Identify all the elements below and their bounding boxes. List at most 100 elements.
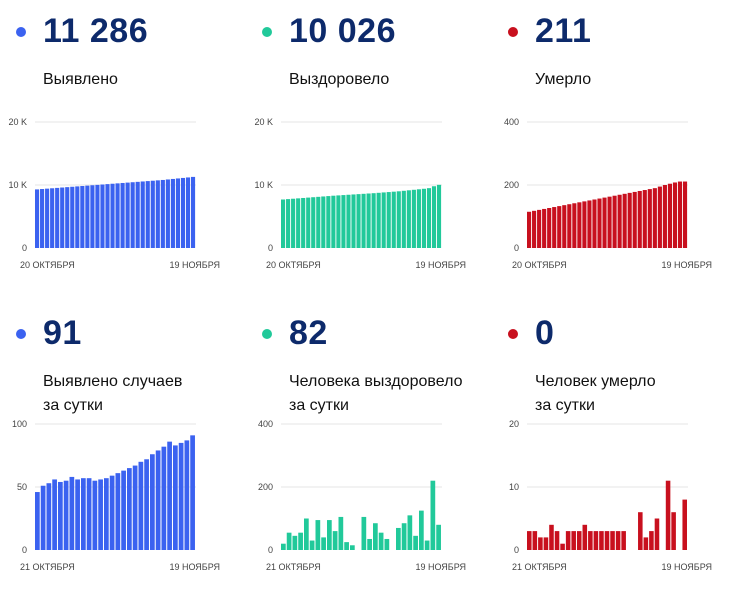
bar xyxy=(572,203,577,248)
y-tick-label: 20 K xyxy=(8,117,27,127)
bar xyxy=(178,442,184,550)
bar xyxy=(549,524,554,550)
bar xyxy=(58,481,63,550)
bar xyxy=(60,187,65,248)
stat-label: Выявлено случаев за сутки xyxy=(43,370,243,418)
legend-dot xyxy=(262,329,272,339)
y-tick-label: 200 xyxy=(258,482,273,492)
bar xyxy=(185,177,191,248)
bar xyxy=(165,179,170,248)
y-tick-label: 0 xyxy=(22,243,27,253)
bar xyxy=(35,492,40,550)
bar xyxy=(647,189,652,248)
bar xyxy=(610,531,615,550)
bar xyxy=(160,179,165,248)
stat-label: Человека выздоровело за сутки xyxy=(289,370,489,418)
bar xyxy=(180,177,186,248)
bar xyxy=(155,180,160,248)
panel-deaths-total: 211 Умерло 0 200 400 20 ОКТЯБРЯ 19 НОЯБРЯ xyxy=(492,0,738,300)
bar xyxy=(378,532,384,550)
y-tick-label: 0 xyxy=(22,545,27,555)
bar xyxy=(562,205,567,248)
x-tick-label-end: 19 НОЯБРЯ xyxy=(169,562,220,572)
bar xyxy=(46,483,52,550)
bar xyxy=(40,189,45,248)
bar xyxy=(75,479,80,550)
bar xyxy=(599,531,604,550)
bar xyxy=(419,510,424,550)
panel-detected-total: 11 286 Выявлено 0 10 K 20 K 20 ОКТЯБРЯ 19 НО… xyxy=(0,0,246,300)
bar xyxy=(161,446,167,550)
bar xyxy=(682,181,688,248)
y-tick-label: 0 xyxy=(268,243,273,253)
bar xyxy=(373,523,378,550)
legend-dot xyxy=(508,329,518,339)
bar xyxy=(138,461,144,550)
bar xyxy=(431,186,437,248)
bar xyxy=(560,543,565,550)
bar xyxy=(115,183,120,248)
bar xyxy=(350,545,355,550)
y-tick-label: 20 K xyxy=(254,117,273,127)
bar xyxy=(654,518,660,550)
bar xyxy=(167,441,172,550)
bar xyxy=(401,190,406,248)
stat-label-line: Человека выздоровело xyxy=(289,373,463,390)
bar xyxy=(577,202,582,248)
bar xyxy=(413,535,418,550)
bar xyxy=(286,532,292,550)
bar xyxy=(327,520,332,550)
y-tick-label: 10 K xyxy=(8,180,27,190)
bar xyxy=(593,531,599,550)
bar xyxy=(304,518,309,550)
bar xyxy=(407,515,413,550)
bar xyxy=(527,211,532,248)
bar xyxy=(190,176,196,248)
y-tick-label: 0 xyxy=(514,243,519,253)
bar xyxy=(316,196,321,248)
bar xyxy=(338,516,344,550)
bar xyxy=(291,198,296,248)
bar xyxy=(426,188,432,248)
stat-label-line: Умерло xyxy=(535,71,592,88)
bar xyxy=(351,194,356,248)
bar xyxy=(367,538,372,550)
stat-value: 0 xyxy=(535,314,555,352)
panel-deaths-daily: 0 Человек умерло за сутки 0 10 20 21 ОКТЯБР… xyxy=(492,302,738,602)
bar xyxy=(436,184,442,248)
bar xyxy=(652,188,657,248)
bar xyxy=(677,181,683,248)
chart-recovered-daily: 0 200 400 21 ОКТЯБРЯ 19 НОЯБРЯ xyxy=(258,419,466,572)
bar xyxy=(75,186,80,248)
bar xyxy=(81,478,86,550)
bar xyxy=(35,189,40,248)
bar xyxy=(662,185,667,248)
bar xyxy=(85,185,90,248)
bar xyxy=(298,532,303,550)
bar xyxy=(135,181,140,248)
x-tick-label-start: 20 ОКТЯБРЯ xyxy=(512,260,567,270)
bar xyxy=(582,524,588,550)
stat-value: 82 xyxy=(289,314,328,352)
bar xyxy=(86,478,92,550)
bar xyxy=(356,194,361,248)
y-tick-label: 20 xyxy=(509,419,519,429)
panel-recovered-daily: 82 Человека выздоровело за сутки 0 200 400… xyxy=(246,302,492,602)
bar xyxy=(381,192,386,248)
bar xyxy=(582,201,587,248)
bar xyxy=(150,454,155,550)
bar xyxy=(587,200,592,248)
bar xyxy=(309,540,315,550)
bar xyxy=(331,195,336,248)
bar xyxy=(607,196,612,248)
x-tick-label-start: 21 ОКТЯБРЯ xyxy=(512,562,567,572)
bar xyxy=(565,531,571,550)
x-tick-label-start: 21 ОКТЯБРЯ xyxy=(20,562,75,572)
bar xyxy=(40,485,46,550)
stat-label: Умерло xyxy=(535,68,735,92)
bar xyxy=(682,499,688,550)
bar xyxy=(90,185,95,248)
bar xyxy=(621,531,626,550)
bar xyxy=(384,538,390,550)
bar xyxy=(100,184,105,248)
